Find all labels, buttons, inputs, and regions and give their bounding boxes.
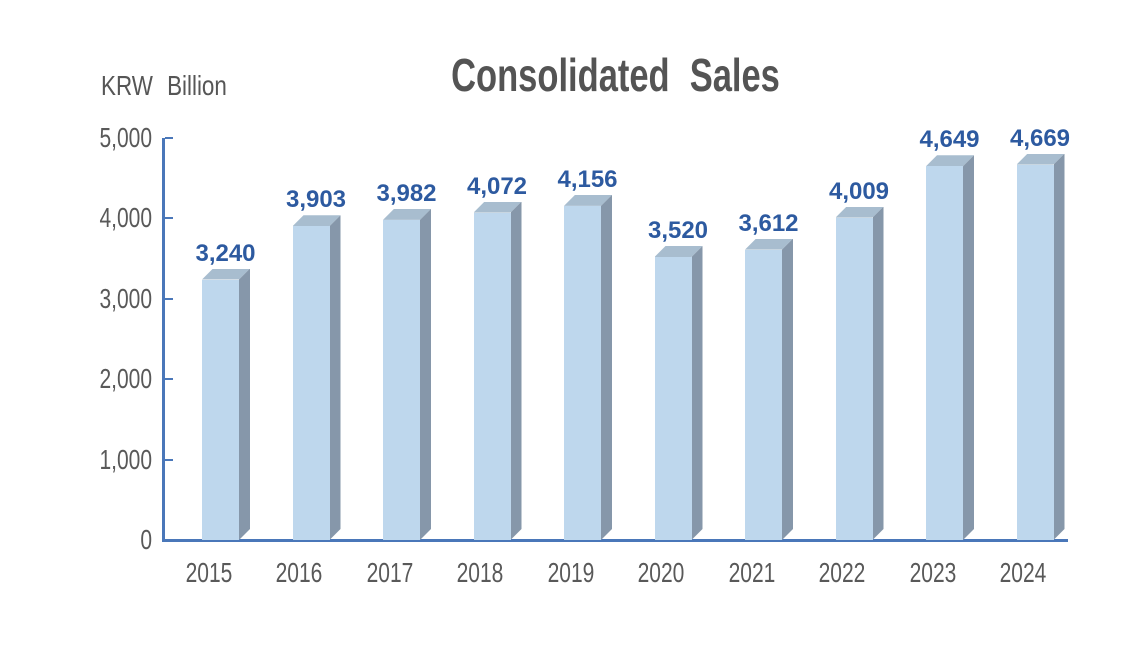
x-axis-label-2021: 2021 [728, 557, 775, 588]
bar-top-face [474, 202, 522, 213]
value-label-2019: 4,156 [557, 165, 618, 193]
y-axis-unit-label: KRW Billion [101, 70, 227, 101]
x-axis-label-2024: 2024 [999, 557, 1047, 588]
value-label-2021: 3,612 [738, 209, 799, 237]
x-axis-label-2019: 2019 [547, 557, 594, 588]
bar-side-face [239, 269, 250, 540]
bar-2022 [835, 217, 873, 540]
value-label-2018: 4,072 [466, 172, 528, 200]
x-axis-label-2022: 2022 [818, 557, 866, 588]
bar-2018 [473, 212, 511, 540]
y-axis-tick-label: 0 [140, 524, 152, 555]
bar-2024 [1016, 164, 1054, 540]
bar-side-face [420, 209, 431, 540]
y-axis-tick [165, 137, 173, 139]
bar-2019 [564, 205, 601, 540]
bar-side-face [782, 239, 793, 540]
x-axis-label-2023: 2023 [909, 557, 956, 588]
bar-2015 [202, 279, 239, 540]
value-label-2016: 3,903 [285, 186, 347, 214]
bar-side-face [511, 202, 522, 540]
value-label-2023: 4,649 [919, 126, 980, 154]
y-axis-line [162, 138, 165, 542]
y-axis-tick [165, 458, 173, 461]
value-label-2022: 4,009 [828, 177, 890, 205]
bar-top-face [745, 239, 793, 250]
y-axis-tick [165, 217, 173, 220]
bar-top-face [655, 246, 703, 257]
value-label-2017: 3,982 [376, 179, 437, 207]
chart-title: Consolidated Sales [451, 49, 780, 101]
bar-2023 [926, 166, 963, 540]
bar-side-face [692, 246, 703, 540]
y-axis-tick-label: 4,000 [99, 202, 152, 234]
bar-2020 [654, 256, 692, 540]
value-label-2024: 4,669 [1009, 124, 1071, 152]
bar-top-face [383, 209, 431, 220]
value-label-2020: 3,520 [647, 216, 709, 244]
bar-2021 [745, 249, 782, 540]
bar-top-face [564, 195, 612, 206]
bar-top-face [926, 155, 974, 166]
x-axis-label-2018: 2018 [456, 557, 504, 588]
bar-side-face [601, 195, 612, 540]
x-axis-label-2020: 2020 [637, 557, 685, 588]
bar-side-face [873, 207, 884, 540]
bar-side-face [1054, 154, 1065, 540]
bar-top-face [836, 207, 884, 218]
y-axis-tick-label: 2,000 [99, 363, 152, 395]
x-axis-label-2015: 2015 [185, 557, 232, 588]
value-label-2015: 3,240 [195, 239, 256, 267]
x-axis-line [162, 539, 1068, 542]
y-axis-tick-label: 1,000 [99, 443, 152, 475]
y-axis-tick [165, 378, 173, 381]
x-axis-label-2017: 2017 [366, 557, 413, 588]
bar-2017 [383, 219, 420, 540]
bar-top-face [1017, 154, 1065, 165]
bar-top-face [293, 215, 341, 226]
bar-side-face [330, 215, 341, 540]
x-axis-label-2016: 2016 [275, 557, 323, 588]
y-axis-tick-label: 3,000 [99, 282, 152, 314]
y-axis-tick [165, 297, 173, 300]
bar-2016 [292, 226, 330, 540]
bar-side-face [963, 155, 974, 540]
y-axis-tick-label: 5,000 [99, 122, 152, 153]
bar-top-face [202, 269, 250, 280]
